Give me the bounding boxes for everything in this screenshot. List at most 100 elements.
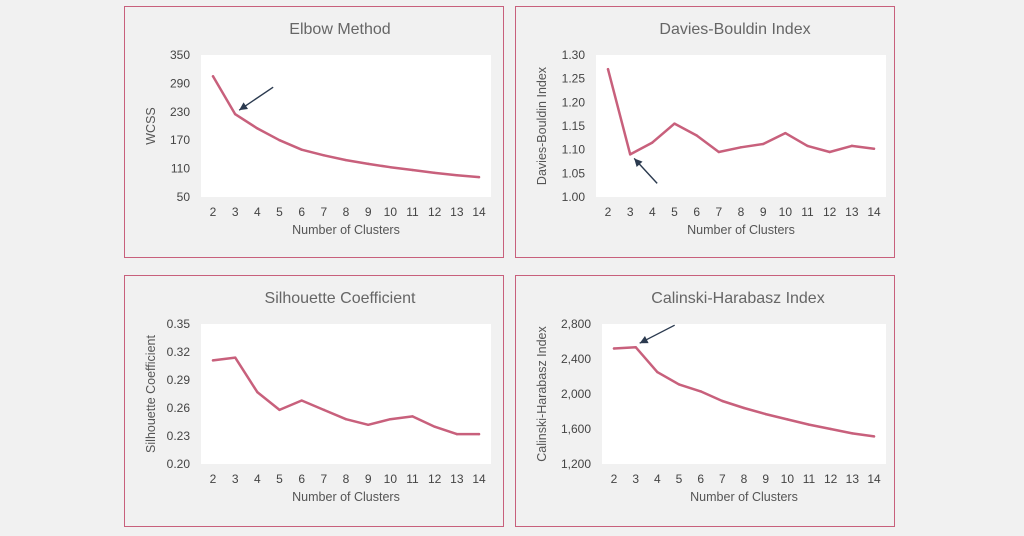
silhouette-coefficient-data-point	[433, 425, 436, 428]
silhouette-coefficient-data-point	[322, 408, 326, 412]
elbow-method-data-point	[256, 127, 259, 130]
calinski-harabasz-index-xtick-label: 9	[762, 472, 769, 486]
elbow-method-data-point	[389, 165, 392, 169]
elbow-method-data-point	[300, 148, 303, 151]
silhouette-coefficient-data-point	[344, 418, 348, 421]
davies-bouldin-index-data-point	[850, 144, 854, 148]
calinski-harabasz-index-title: Calinski-Harabasz Index	[651, 290, 824, 307]
elbow-method-data-point	[344, 158, 348, 162]
calinski-harabasz-index-xtick-label: 11	[803, 472, 816, 486]
silhouette-coefficient-data-point	[233, 356, 237, 359]
silhouette-coefficient-xtick-label: 14	[472, 472, 486, 486]
elbow-method-xtick-label: 12	[428, 205, 442, 219]
elbow-method-xtick-label: 2	[210, 205, 217, 219]
elbow-method-xtick-label: 7	[320, 205, 327, 219]
davies-bouldin-index-ytick-label: 1.15	[562, 119, 586, 133]
elbow-method-xtick-label: 8	[343, 205, 350, 219]
davies-bouldin-index-xtick-label: 10	[779, 205, 793, 219]
davies-bouldin-index-arrow-annotation	[633, 157, 658, 184]
calinski-harabasz-panel: Calinski-Harabasz Index 1,200 1,600 2,000 2,…	[515, 275, 895, 527]
silhouette-coefficient-data-point	[455, 432, 459, 436]
silhouette-coefficient-xtick-label: 10	[384, 472, 398, 486]
elbow-method-xtick-label: 4	[254, 205, 261, 219]
elbow-method-ytick-label: 230	[170, 105, 190, 119]
calinski-harabasz-index-xtick-label: 3	[632, 472, 639, 486]
elbow-method-plot-area	[201, 55, 491, 197]
calinski-harabasz-index-data-point	[872, 435, 876, 438]
silhouette-coefficient-data-point	[477, 432, 481, 436]
elbow-method-ytick-label: 170	[170, 133, 190, 147]
silhouette-coefficient-plot-area	[201, 324, 491, 464]
silhouette-coefficient-ytick-label: 0.23	[167, 429, 191, 443]
davies-bouldin-index-data-point	[717, 150, 721, 154]
silhouette-coefficient-xtick-label: 11	[406, 472, 419, 486]
calinski-harabasz-index-data-point	[786, 418, 789, 421]
silhouette-coefficient-xtick-label: 9	[365, 472, 372, 486]
calinski-harabasz-index-data-point	[721, 399, 724, 403]
elbow-method-xtick-label: 14	[472, 205, 486, 219]
silhouette-coefficient-xtick-label: 7	[320, 472, 327, 486]
davies-bouldin-index-ytick-label: 1.10	[562, 143, 586, 157]
calinski-harabasz-index-data-point	[634, 345, 637, 349]
silhouette-coefficient-data-point	[411, 415, 414, 418]
davies-bouldin-index-xtick-label: 3	[627, 205, 634, 219]
silhouette-coefficient-xtick-label: 4	[254, 472, 261, 486]
calinski-harabasz-index-data-point	[677, 383, 681, 386]
elbow-method-data-point	[411, 168, 414, 172]
silhouette-coefficient-title: Silhouette Coefficient	[265, 290, 416, 307]
silhouette-coefficient-data-point	[211, 359, 215, 362]
silhouette-coefficient-xtick-label: 13	[450, 472, 464, 486]
calinski-harabasz-index-ytick-label: 2,000	[561, 387, 591, 401]
silhouette-coefficient-data-point	[366, 423, 370, 426]
calinski-harabasz-index-data-point	[656, 370, 659, 374]
calinski-harabasz-index-xlabel: Number of Clusters	[690, 490, 798, 504]
elbow-method-data-point	[477, 175, 481, 179]
calinski-harabasz-index-ylabel: Calinski-Harabasz Index	[535, 326, 549, 462]
elbow-method-title: Elbow Method	[289, 21, 390, 38]
davies-bouldin-panel: Davies-Bouldin Index 1.00 1.05 1.10 1.15 1.20…	[515, 6, 895, 258]
davies-bouldin-index-plot-area	[596, 55, 886, 197]
calinski-harabasz-index-plot-area	[602, 324, 886, 464]
davies-bouldin-index-xtick-label: 9	[760, 205, 767, 219]
elbow-method-data-point	[211, 75, 215, 78]
davies-bouldin-index-data-point	[606, 68, 610, 71]
davies-bouldin-index-data-point	[761, 142, 765, 146]
calinski-harabasz-index-ytick-label: 1,200	[561, 457, 591, 471]
davies-bouldin-index-title: Davies-Bouldin Index	[659, 21, 810, 38]
silhouette-coefficient-xtick-label: 5	[276, 472, 283, 486]
silhouette-coefficient-ytick-label: 0.29	[167, 373, 191, 387]
silhouette-coefficient-data-point	[300, 399, 303, 402]
elbow-method-xtick-label: 6	[298, 205, 305, 219]
calinski-harabasz-index-xtick-label: 12	[824, 472, 838, 486]
silhouette-coefficient-ytick-label: 0.20	[167, 457, 191, 471]
calinski-harabasz-index-xtick-label: 10	[781, 472, 795, 486]
elbow-method-xtick-label: 11	[406, 205, 419, 219]
davies-bouldin-index-data-point	[673, 122, 676, 125]
calinski-harabasz-index-xtick-label: 14	[867, 472, 881, 486]
davies-bouldin-index-data-point	[828, 150, 831, 154]
silhouette-coefficient-data-point	[389, 418, 392, 421]
elbow-chart: Elbow Method 50 110 170 230 290 350 2 3 4 5 6 7 8 9 10 1…	[144, 21, 491, 237]
davies-bouldin-index-ytick-label: 1.25	[562, 72, 586, 86]
davies-bouldin-index-xtick-label: 14	[867, 205, 881, 219]
calinski-harabasz-index-xtick-label: 7	[719, 472, 726, 486]
davies-bouldin-index-ytick-label: 1.00	[562, 190, 586, 204]
silhouette-coefficient-ytick-label: 0.35	[167, 317, 191, 331]
silhouette-coefficient-ylabel: Silhouette Coefficient	[144, 335, 158, 453]
silhouette-panel: Silhouette Coefficient 0.20 0.23 0.26 0.29 0.…	[124, 275, 504, 527]
elbow-method-xtick-label: 9	[365, 205, 372, 219]
calinski-harabasz-index-xtick-label: 5	[676, 472, 683, 486]
calinski-harabasz-index-data-point	[764, 412, 767, 416]
davies-bouldin-index-ytick-label: 1.30	[562, 48, 586, 62]
elbow-method-xtick-label: 5	[276, 205, 283, 219]
elbow-method-data-point	[322, 154, 326, 157]
davies-bouldin-index-data-point	[872, 147, 876, 150]
silhouette-coefficient-xtick-label: 3	[232, 472, 239, 486]
davies-bouldin-index-data-point	[784, 131, 787, 135]
davies-bouldin-index-data-point	[806, 144, 809, 148]
davies-bouldin-index-data-point	[695, 134, 698, 137]
davies-bouldin-index-data-point	[628, 153, 632, 156]
elbow-method-data-point	[366, 162, 370, 166]
elbow-method-ytick-label: 110	[171, 162, 190, 176]
elbow-method-data-point	[233, 112, 237, 116]
